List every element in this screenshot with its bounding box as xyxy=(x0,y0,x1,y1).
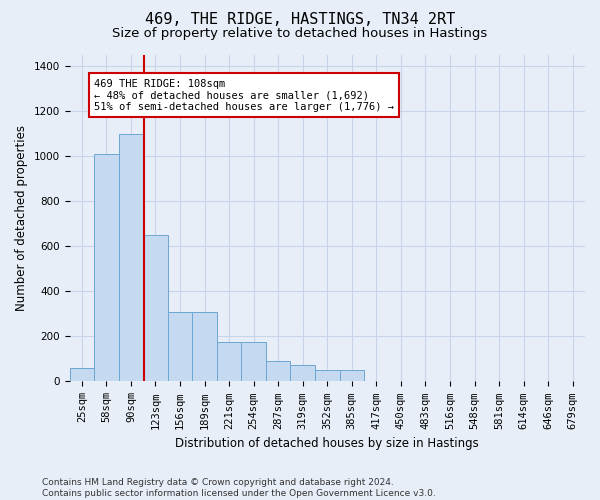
Text: 469, THE RIDGE, HASTINGS, TN34 2RT: 469, THE RIDGE, HASTINGS, TN34 2RT xyxy=(145,12,455,28)
Bar xyxy=(94,154,119,382)
Bar xyxy=(266,361,290,382)
Bar xyxy=(241,342,266,382)
Bar xyxy=(290,364,315,382)
Bar xyxy=(143,235,168,382)
Bar xyxy=(70,368,94,382)
Y-axis label: Number of detached properties: Number of detached properties xyxy=(15,125,28,311)
Bar xyxy=(168,312,192,382)
X-axis label: Distribution of detached houses by size in Hastings: Distribution of detached houses by size … xyxy=(175,437,479,450)
Bar xyxy=(192,312,217,382)
Bar xyxy=(315,370,340,382)
Text: Size of property relative to detached houses in Hastings: Size of property relative to detached ho… xyxy=(112,28,488,40)
Bar xyxy=(217,342,241,382)
Bar xyxy=(340,370,364,382)
Text: Contains HM Land Registry data © Crown copyright and database right 2024.
Contai: Contains HM Land Registry data © Crown c… xyxy=(42,478,436,498)
Bar xyxy=(119,134,143,382)
Text: 469 THE RIDGE: 108sqm
← 48% of detached houses are smaller (1,692)
51% of semi-d: 469 THE RIDGE: 108sqm ← 48% of detached … xyxy=(94,78,394,112)
